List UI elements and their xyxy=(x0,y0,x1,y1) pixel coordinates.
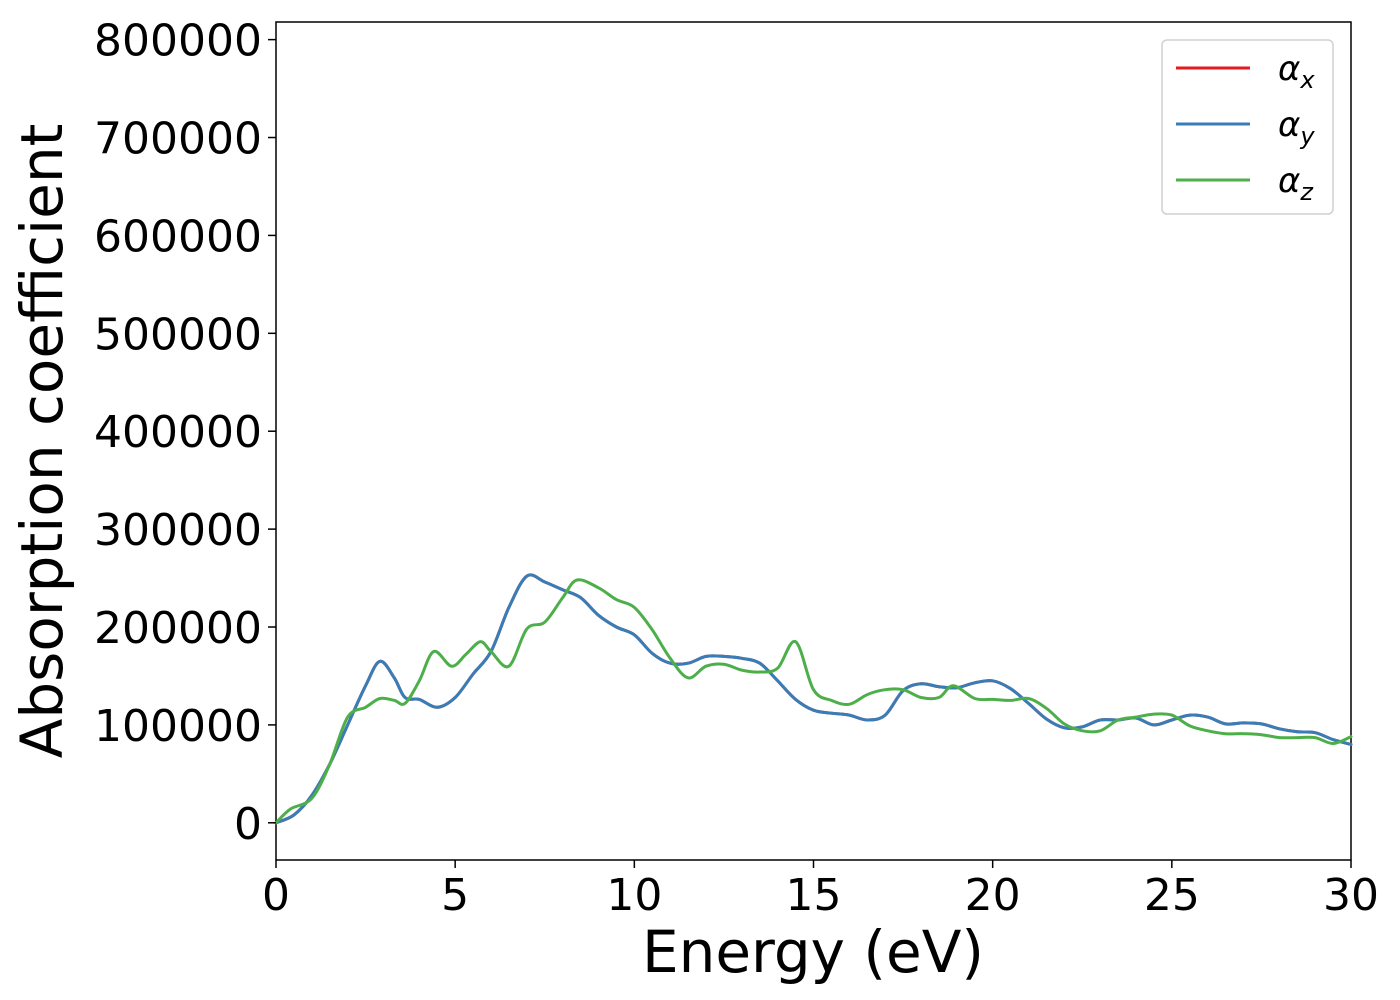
legend-label-alpha-y: αy xyxy=(1278,105,1315,150)
x-tick-label: 0 xyxy=(262,870,290,921)
legend-box xyxy=(1161,39,1334,215)
series-line-alpha-z xyxy=(274,578,1353,825)
x-tick-label: 20 xyxy=(965,870,1021,921)
y-tick-label: 800000 xyxy=(94,16,262,67)
series-layer xyxy=(274,573,1353,825)
y-tick-label: 700000 xyxy=(94,114,262,165)
y-tick-label: 0 xyxy=(234,799,262,850)
x-tick-label: 25 xyxy=(1144,870,1200,921)
legend-subscript: x xyxy=(1299,66,1315,94)
x-tick-label: 15 xyxy=(786,870,842,921)
x-axis-ticks: 0 5 10 15 20 25 30 xyxy=(262,860,1379,921)
x-tick-label: 10 xyxy=(606,870,662,921)
x-tick-label: 30 xyxy=(1323,870,1379,921)
y-axis-ticks: 0 100000 200000 300000 400000 500000 600000 700… xyxy=(94,16,276,850)
y-tick-label: 500000 xyxy=(94,309,262,360)
series-line-alpha-y xyxy=(274,573,1353,825)
y-tick-label: 300000 xyxy=(94,505,262,556)
x-axis-label: Energy (eV) xyxy=(642,918,984,986)
y-tick-label: 100000 xyxy=(94,701,262,752)
y-tick-label: 600000 xyxy=(94,211,262,262)
y-tick-label: 400000 xyxy=(94,407,262,458)
x-tick-label: 5 xyxy=(441,870,469,921)
legend-subscript: y xyxy=(1299,122,1315,150)
y-axis-label: Absorption coefficient xyxy=(8,124,76,759)
y-tick-label: 200000 xyxy=(94,603,262,654)
legend-subscript: z xyxy=(1299,178,1314,206)
